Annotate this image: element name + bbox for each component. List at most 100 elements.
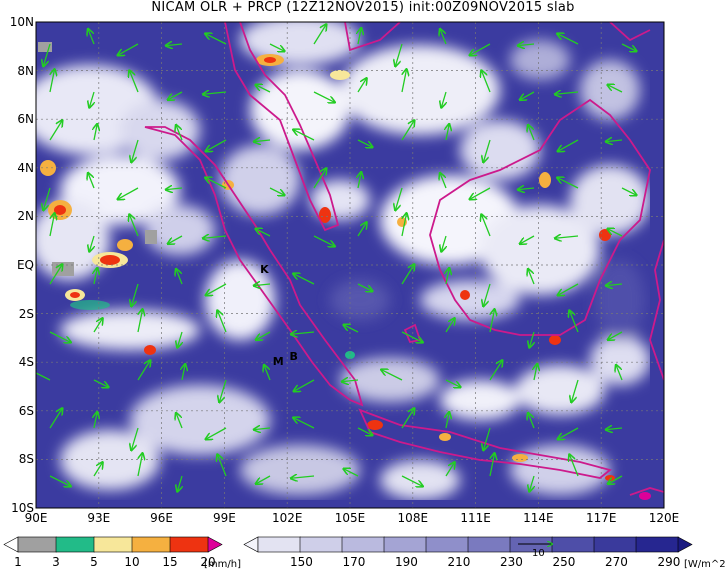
wind-vector: [219, 379, 227, 402]
wind-vector: [49, 331, 71, 342]
wind-vector: [344, 325, 359, 333]
wind-vector: [401, 408, 414, 429]
wind-vector: [88, 29, 95, 45]
wind-vector: [606, 428, 623, 430]
olr-colorbar: [243, 536, 693, 553]
city-marker: K: [260, 262, 269, 276]
lon-tick-label: 108E: [397, 511, 429, 525]
wind-vector: [529, 331, 534, 347]
wind-vector: [254, 284, 271, 286]
wind-vector: [445, 318, 454, 333]
wind-vector: [177, 331, 182, 347]
wind-vector: [481, 215, 491, 237]
wind-vector: [177, 475, 182, 491]
olr-unit: [W/m^2]: [684, 559, 726, 570]
lat-tick-label: 8N: [17, 63, 34, 78]
wind-vector: [137, 360, 150, 381]
wind-vector: [528, 413, 535, 429]
wind-vector: [571, 379, 579, 402]
lat-tick-label: 8S: [18, 452, 34, 467]
wind-vector: [131, 139, 139, 162]
precip-colorbar-label: 15: [162, 555, 178, 569]
precip-unit: [mm/h]: [204, 559, 241, 570]
wind-vector: [131, 427, 139, 450]
precip-colorbar-label: 1: [14, 555, 22, 569]
wind-vector: [294, 379, 315, 391]
wind-vector: [313, 91, 335, 102]
wind-vector: [555, 236, 579, 238]
lat-tick-label: 10S: [11, 501, 34, 515]
wind-vector: [313, 168, 326, 189]
precip-colorbar-label: 10: [124, 555, 140, 569]
wind-vector: [176, 413, 183, 429]
wind-vector: [608, 85, 623, 93]
wind-vector: [129, 71, 139, 93]
wind-vector: [489, 309, 495, 333]
wind-vector: [166, 188, 183, 190]
wind-vector: [313, 235, 335, 246]
city-marker: M: [272, 355, 284, 369]
wind-vector: [489, 360, 502, 381]
wind-vector: [203, 92, 227, 94]
wind-vector: [483, 139, 491, 162]
wind-vector: [534, 364, 537, 381]
colorbar-segment: [593, 536, 637, 553]
wind-vector: [49, 69, 55, 93]
wind-vector: [446, 412, 449, 429]
wind-vector: [168, 91, 183, 100]
wind-vector: [529, 475, 534, 491]
wind-vector: [483, 427, 491, 450]
lon-tick-label: 102E: [271, 511, 303, 525]
colorbar-segment: [243, 536, 259, 553]
wind-vector: [401, 475, 423, 486]
wind-vector: [131, 283, 139, 306]
wind-vector: [401, 331, 423, 342]
wind-vector: [206, 139, 227, 151]
wind-vector: [293, 274, 315, 285]
colorbar-segment: [207, 536, 223, 553]
olr-colorbar-label: 210: [447, 555, 471, 569]
wind-vector: [446, 268, 449, 285]
wind-vector: [93, 462, 102, 477]
wind-vector: [176, 269, 183, 285]
wind-vector: [518, 44, 535, 46]
wind-vector: [217, 455, 227, 477]
wind-vector: [205, 178, 227, 189]
wind-vector: [49, 475, 71, 486]
colorbar-segment: [383, 536, 427, 553]
olr-colorbar-label: 290: [657, 555, 681, 569]
colorbar-segment: [17, 536, 57, 553]
java-coast: [358, 408, 612, 479]
wind-vector: [206, 427, 227, 439]
wind-vector: [357, 283, 372, 291]
wind-vector: [608, 331, 623, 340]
wind-vector: [616, 365, 623, 381]
wind-vector: [291, 476, 315, 478]
wind-vector: [445, 462, 454, 477]
lon-tick-label: 96E: [150, 511, 174, 525]
lon-tick-label: 90E: [24, 511, 48, 525]
wind-vector: [93, 379, 108, 387]
wind-vector: [89, 91, 94, 107]
lon-tick-label: 120E: [648, 511, 680, 525]
wind-vector: [395, 43, 403, 66]
colorbar-segment: [169, 536, 209, 553]
wind-vector: [344, 469, 359, 477]
lat-tick-label: 6S: [18, 403, 34, 418]
olr-colorbar-label: 170: [342, 555, 366, 569]
lon-tick-label: 93E: [87, 511, 111, 525]
lon-tick-label: 111E: [460, 511, 491, 525]
wind-vector: [357, 222, 366, 237]
wind-vector: [489, 453, 495, 477]
colorbar-segment: [677, 536, 693, 553]
wind-vector: [256, 85, 271, 93]
wind-vector: [401, 264, 414, 285]
wind-vector: [313, 24, 326, 45]
wind-vector: [608, 475, 623, 484]
philippines-coast: [609, 22, 651, 42]
wind-vector: [256, 229, 271, 237]
wind-vector: [558, 427, 579, 439]
lon-tick-label: 117E: [585, 511, 617, 525]
wind-vector: [440, 29, 447, 45]
